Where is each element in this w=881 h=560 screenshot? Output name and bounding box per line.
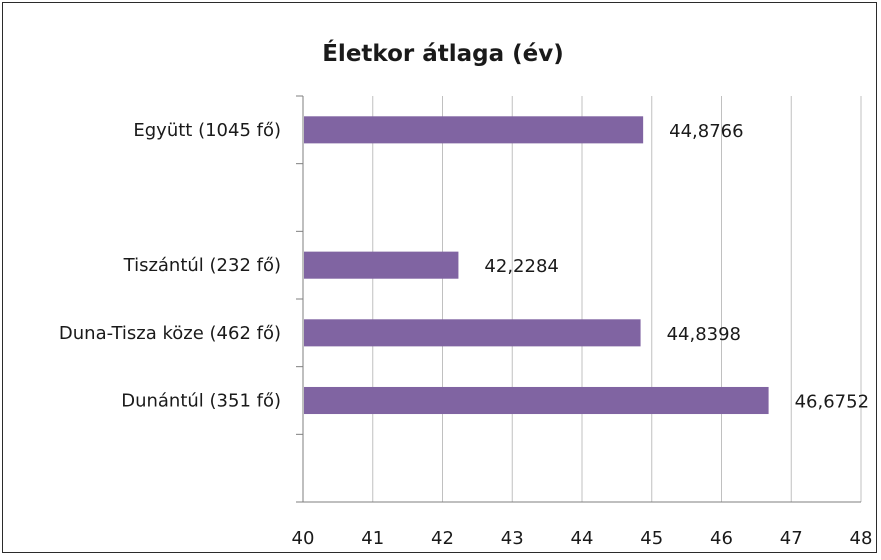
bar — [304, 386, 769, 415]
y-axis — [296, 95, 861, 503]
chart-frame: Életkor átlaga (év) 40 41 42 43 44 45 46 47 48 Eg… — [2, 2, 877, 553]
data-label: 42,2284 — [484, 256, 558, 277]
gridlines — [372, 96, 862, 502]
x-tick-label: 42 — [431, 528, 454, 549]
x-tick-label: 43 — [501, 528, 524, 549]
x-tick-label: 47 — [780, 528, 803, 549]
category-label: Duna-Tisza köze (462 fő) — [59, 323, 281, 344]
bar — [304, 116, 644, 144]
data-label: 44,8398 — [667, 324, 741, 345]
data-label: 44,8766 — [669, 121, 743, 142]
x-tick-label: 48 — [850, 528, 873, 549]
bar — [304, 319, 641, 347]
category-label: Tiszántúl (232 fő) — [123, 255, 281, 276]
x-tick-label: 46 — [710, 528, 733, 549]
x-tick-label: 41 — [361, 528, 384, 549]
x-tick-label: 44 — [571, 528, 594, 549]
bar-chart: Életkor átlaga (év) 40 41 42 43 44 45 46 47 48 Eg… — [59, 39, 873, 549]
bars — [304, 116, 769, 415]
category-label: Együtt (1045 fő) — [133, 120, 281, 141]
labels: 40 41 42 43 44 45 46 47 48 Együtt (1045 fő) 44,876… — [59, 120, 873, 549]
x-tick-label: 40 — [292, 528, 315, 549]
x-tick-label: 45 — [640, 528, 663, 549]
chart-title: Életkor átlaga (év) — [322, 39, 564, 67]
category-label: Dunántúl (351 fő) — [121, 391, 281, 412]
data-label: 46,6752 — [795, 392, 869, 413]
bar — [304, 251, 459, 279]
